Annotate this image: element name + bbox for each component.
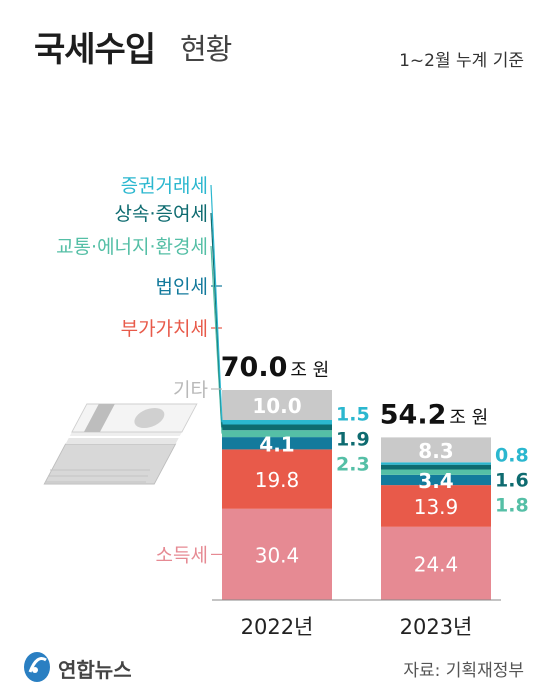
value-label-1-1: 24.4 (414, 552, 459, 576)
bar-segment-5-0 (222, 424, 332, 431)
yonhap-logo: 연합뉴스 (22, 648, 202, 688)
bar-segment-7-1 (381, 437, 491, 463)
basis-note: 1~2월 누계 기준 (399, 51, 524, 71)
legend-label-5: 상속·증여세 (115, 203, 208, 225)
bar-segment-2-1 (381, 485, 491, 527)
globe-logo-icon (24, 652, 50, 682)
category-label-1: 2023년 (400, 615, 473, 639)
value-label-4-0: 2.3 (336, 453, 370, 475)
value-label-6-0: 1.5 (336, 403, 370, 425)
category-label-0: 2022년 (241, 615, 314, 639)
total-label-0: 70.0 조 원 (221, 352, 329, 383)
money-stack-icon (43, 403, 198, 485)
value-label-5-0: 1.9 (336, 428, 370, 450)
legend-label-3: 법인세 (156, 276, 208, 298)
total-label-1: 54.2 조 원 (380, 399, 488, 430)
legend-label-7: 기타 (173, 379, 208, 401)
bar-segment-3-0 (222, 437, 332, 450)
value-label-6-1: 0.8 (495, 445, 529, 467)
bar-segment-7-0 (222, 390, 332, 420)
bar-segment-4-0 (222, 430, 332, 438)
bar-segment-6-1 (381, 462, 491, 465)
value-label-2-1: 13.9 (414, 495, 459, 519)
bar-segment-2-0 (222, 449, 332, 509)
value-label-4-1: 1.8 (495, 495, 529, 517)
value-label-2-0: 19.8 (255, 468, 300, 492)
value-label-7-0: 10.0 (252, 394, 301, 418)
bar-segment-6-0 (222, 420, 332, 425)
legend-label-2: 부가가치세 (121, 318, 208, 340)
legend-label-1: 소득세 (156, 544, 208, 566)
value-label-7-1: 8.3 (418, 439, 453, 463)
legend-label-6: 증권거래세 (121, 175, 208, 197)
value-label-5-1: 1.6 (495, 470, 529, 492)
title-sub: 현황 (180, 32, 232, 66)
bar-segment-3-1 (381, 474, 491, 486)
logo-text: 연합뉴스 (58, 658, 132, 682)
bar-segment-1-0 (222, 508, 332, 600)
value-label-3-0: 4.1 (259, 432, 294, 456)
bar-segment-5-1 (381, 464, 491, 470)
value-label-1-0: 30.4 (255, 543, 300, 567)
leader-line-6 (210, 184, 223, 423)
source-note: 자료: 기획재정부 (403, 661, 524, 681)
title-main: 국세수입 (34, 30, 156, 70)
bar-segment-4-1 (381, 469, 491, 475)
legend-label-4: 교통·에너지·환경세 (56, 236, 208, 258)
value-label-3-1: 3.4 (418, 469, 453, 493)
bar-segment-1-1 (381, 526, 491, 600)
